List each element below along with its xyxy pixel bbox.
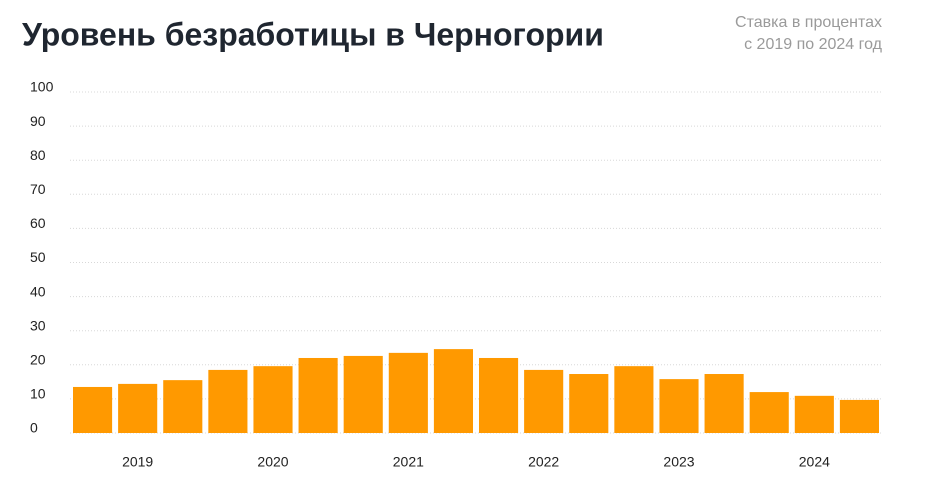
bar [163, 380, 203, 433]
x-tick-label: 2019 [122, 454, 153, 470]
chart-title: Уровень безработицы в Черногории [22, 16, 604, 52]
y-tick-label: 30 [30, 317, 46, 333]
bar [73, 386, 113, 433]
y-tick-label: 90 [30, 113, 46, 129]
y-tick-label: 40 [30, 283, 46, 299]
bar [569, 374, 609, 433]
bar [118, 383, 158, 433]
y-tick-label: 20 [30, 352, 46, 368]
bar [298, 357, 338, 433]
bar [659, 379, 699, 433]
y-tick-label: 50 [30, 249, 46, 265]
x-tick-label: 2020 [257, 454, 288, 470]
y-tick-label: 70 [30, 181, 46, 197]
bar [524, 369, 564, 433]
bar [794, 395, 834, 433]
bar [208, 369, 248, 433]
bar [253, 366, 293, 433]
y-tick-label: 0 [30, 420, 38, 436]
bar [749, 392, 789, 433]
bar [839, 399, 879, 433]
x-tick-label: 2023 [663, 454, 694, 470]
chart-subtitle: с 2019 по 2024 год [744, 36, 883, 53]
y-tick-label: 100 [30, 79, 54, 95]
bar [433, 349, 473, 433]
bar [614, 366, 654, 433]
bar [388, 352, 428, 433]
bar [343, 355, 383, 433]
chart-subtitle: Ставка в процентах [735, 14, 882, 31]
y-tick-label: 10 [30, 386, 46, 402]
x-tick-label: 2022 [528, 454, 559, 470]
y-tick-label: 60 [30, 215, 46, 231]
x-tick-label: 2024 [799, 454, 830, 470]
bar [479, 357, 519, 433]
y-tick-label: 80 [30, 147, 46, 163]
x-tick-label: 2021 [393, 454, 424, 470]
bar [704, 374, 744, 433]
